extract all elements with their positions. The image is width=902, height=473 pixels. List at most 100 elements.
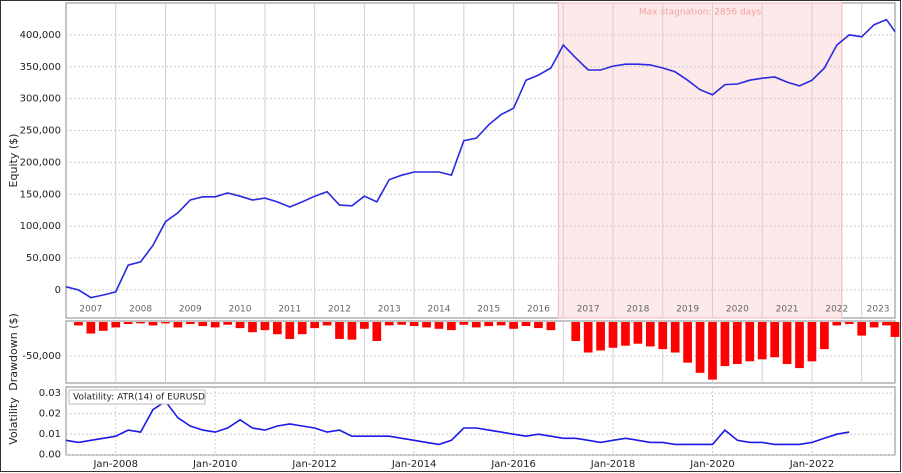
y-tick-label: 400,000: [20, 30, 61, 41]
x-tick-label: Jan-2014: [391, 459, 436, 470]
drawdown-bar: [409, 322, 419, 327]
drawdown-bar: [890, 322, 900, 337]
drawdown-bar: [459, 322, 469, 325]
drawdown-bar: [210, 322, 220, 328]
drawdown-bar: [185, 322, 195, 325]
drawdown-bar: [260, 322, 270, 331]
x-tick-label: 2010: [229, 305, 252, 315]
drawdown-bar: [596, 322, 605, 351]
drawdown-bar: [372, 322, 382, 341]
drawdown-bar: [608, 322, 618, 348]
drawdown-bar: [733, 322, 742, 365]
series-line: [65, 18, 896, 299]
drawdown-bar: [422, 322, 431, 328]
y-tick-label: 0: [55, 285, 61, 296]
drawdown-bar: [322, 322, 332, 326]
drawdown-bar: [235, 322, 245, 329]
drawdown-bar: [136, 322, 145, 324]
drawdown-bar: [148, 322, 158, 326]
y-axis-title: Drawdown ($): [7, 313, 20, 391]
x-tick-label: Jan-2012: [291, 459, 336, 470]
drawdown-bar: [447, 322, 456, 331]
x-tick-label: 2012: [328, 305, 351, 315]
y-tick-label: 200,000: [20, 157, 61, 168]
x-tick-label: 2023: [867, 305, 890, 315]
drawdown-bar: [285, 322, 295, 339]
drawdown-bar: [670, 322, 680, 353]
y-tick-label: 0.00: [39, 450, 61, 461]
x-tick-label: 2008: [129, 305, 152, 315]
drawdown-bar: [161, 322, 170, 324]
y-tick-label: 100,000: [20, 221, 61, 232]
legend-box: [68, 389, 206, 405]
drawdown-bar: [198, 322, 208, 327]
y-tick-label: 0.01: [39, 429, 61, 440]
y-tick-label: -50,000: [22, 351, 61, 362]
drawdown-bar: [820, 322, 829, 350]
drawdown-bar: [384, 322, 394, 326]
drawdown-bar: [807, 322, 817, 362]
y-tick-label: 0.03: [39, 388, 61, 399]
drawdown-bar: [248, 322, 257, 333]
drawdown-bar: [695, 322, 705, 373]
x-tick-label: Jan-2022: [789, 459, 834, 470]
drawdown-bar: [583, 322, 593, 353]
y-tick-label: 350,000: [20, 62, 61, 73]
drawdown-bar: [471, 322, 481, 328]
drawdown-bar: [484, 322, 494, 327]
y-tick-label: 50,000: [26, 253, 61, 264]
drawdown-bar: [683, 322, 692, 363]
drawdown-bar: [434, 322, 444, 329]
x-tick-label: 2015: [477, 305, 500, 315]
y-tick-label: 0.02: [39, 409, 61, 420]
drawdown-bar: [795, 322, 804, 369]
x-tick-label: Jan-2018: [590, 459, 635, 470]
drawdown-bar: [360, 322, 369, 329]
y-axis-title: Volatility: [7, 397, 20, 445]
drawdown-bar: [832, 322, 842, 326]
drawdown-bar: [310, 322, 320, 329]
drawdown-bar: [658, 322, 668, 350]
drawdown-bar: [521, 322, 531, 327]
drawdown-bar: [297, 322, 307, 335]
x-tick-label: 2018: [626, 305, 649, 315]
drawdown-bar: [98, 322, 108, 331]
x-tick-label: 2017: [577, 305, 600, 315]
drawdown-bar: [770, 322, 780, 358]
x-tick-label: 2021: [776, 305, 799, 315]
y-tick-label: 150,000: [20, 189, 61, 200]
drawdown-bar: [397, 322, 407, 325]
drawdown-bar: [745, 322, 755, 362]
drawdown-bar: [496, 322, 506, 326]
x-tick-label: 2014: [428, 305, 451, 315]
y-tick-label: 300,000: [20, 94, 61, 105]
drawdown-bar: [869, 322, 879, 328]
drawdown-bar: [111, 322, 121, 328]
x-tick-label: 2007: [79, 305, 102, 315]
stagnation-label: Max stagnation: 2856 days: [639, 8, 762, 18]
x-tick-label: Jan-2020: [689, 459, 734, 470]
drawdown-bar: [347, 322, 357, 340]
drawdown-bar: [621, 322, 630, 346]
drawdown-bar: [534, 322, 543, 329]
x-tick-label: 2019: [676, 305, 699, 315]
drawdown-bar: [546, 322, 556, 331]
x-tick-label: Jan-2008: [92, 459, 137, 470]
drawdown-bar: [645, 322, 655, 347]
drawdown-bar: [173, 322, 183, 328]
x-tick-label: 2009: [179, 305, 202, 315]
drawdown-bar: [571, 322, 581, 341]
drawdown-bar: [882, 322, 891, 326]
drawdown-bar: [844, 322, 854, 325]
drawdown-bar: [720, 322, 730, 367]
x-tick-label: 2016: [527, 305, 550, 315]
stagnation-region: [557, 2, 843, 319]
drawdown-bar: [708, 322, 717, 380]
x-tick-label: 2020: [726, 305, 749, 315]
drawdown-bar: [273, 322, 282, 335]
drawdown-bar: [223, 322, 232, 325]
legend-label: Volatility: ATR(14) of EURUSD: [73, 393, 205, 403]
drawdown-bar: [123, 322, 133, 325]
x-tick-label: Jan-2016: [490, 459, 535, 470]
